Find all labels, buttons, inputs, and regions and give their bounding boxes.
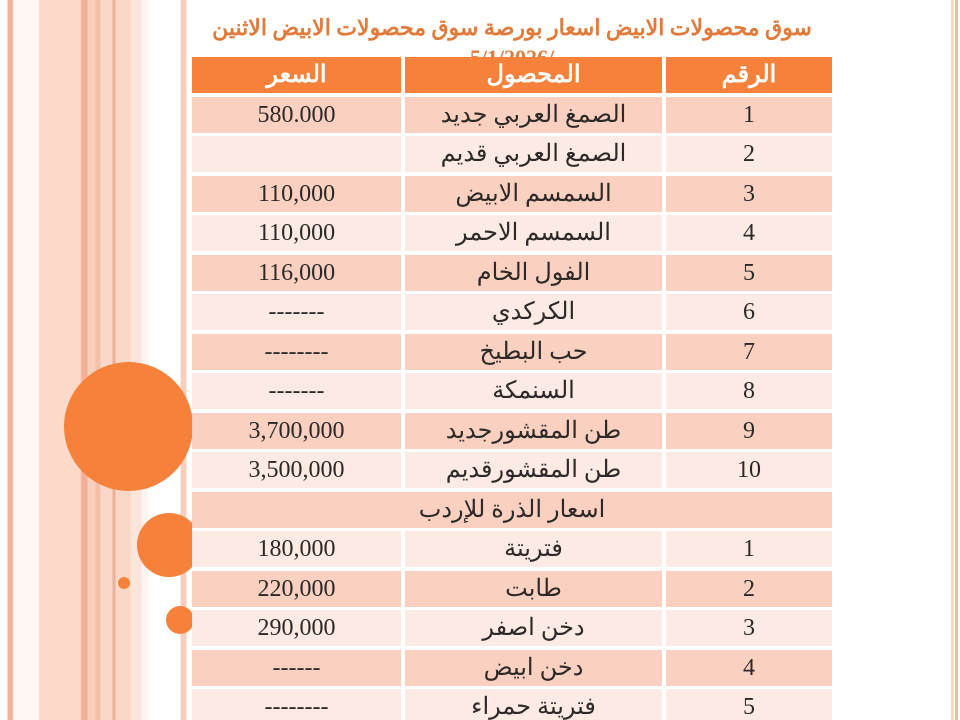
- right-stripe-decoration: [951, 0, 954, 720]
- cell-product: الصمغ العربي قديم: [405, 136, 662, 172]
- cell-number: 1: [666, 531, 832, 567]
- cell-price: 116,000: [192, 254, 401, 291]
- decorative-circle-medium: [137, 513, 201, 577]
- decorative-circle-small: [166, 606, 194, 634]
- cell-price: -------: [192, 373, 401, 409]
- cell-product: طن المقشورجديد: [405, 412, 662, 449]
- cell-product: الكركدي: [405, 294, 662, 330]
- section-header-row: اسعار الذرة للإردب: [192, 491, 832, 528]
- table-row: 1 فتريتة 180,000: [192, 531, 832, 567]
- table-row: 8 السنمكة -------: [192, 373, 832, 409]
- cell-product: فتريتة حمراء: [405, 689, 662, 720]
- cell-number: 3: [666, 610, 832, 646]
- table-row: 5 فتريتة حمراء --------: [192, 689, 832, 720]
- cell-number: 8: [666, 373, 832, 409]
- table-row: 2 الصمغ العربي قديم: [192, 136, 832, 172]
- table-row: 10 طن المقشورقديم 3,500,000: [192, 452, 832, 488]
- table-row: 7 حب البطيخ --------: [192, 333, 832, 370]
- table-row: 4 السمسم الاحمر 110,000: [192, 215, 832, 251]
- cell-product: الصمغ العربي جديد: [405, 96, 662, 133]
- cell-number: 5: [666, 689, 832, 720]
- cell-price: --------: [192, 689, 401, 720]
- cell-product: السمسم الاحمر: [405, 215, 662, 251]
- cell-product: طابت: [405, 570, 662, 607]
- cell-price: -------: [192, 294, 401, 330]
- cell-price: ------: [192, 649, 401, 686]
- cell-product: فتريتة: [405, 531, 662, 567]
- cell-number: 7: [666, 333, 832, 370]
- table-row: 5 الفول الخام 116,000: [192, 254, 832, 291]
- table-row: 3 السمسم الابيض 110,000: [192, 175, 832, 212]
- table-row: 1 الصمغ العربي جديد 580.000: [192, 96, 832, 133]
- table-row: 9 طن المقشورجديد 3,700,000: [192, 412, 832, 449]
- table-row: 2 طابت 220,000: [192, 570, 832, 607]
- table-header-row: الرقم المحصول السعر: [192, 57, 832, 93]
- cell-number: 6: [666, 294, 832, 330]
- cell-number: 9: [666, 412, 832, 449]
- cell-price: 3,500,000: [192, 452, 401, 488]
- cell-number: 4: [666, 649, 832, 686]
- cell-price: 580.000: [192, 96, 401, 133]
- cell-product: دخن ابيض: [405, 649, 662, 686]
- table-row: 6 الكركدي -------: [192, 294, 832, 330]
- right-stripe-decoration-2: [955, 0, 958, 720]
- column-header-product: المحصول: [405, 57, 662, 93]
- cell-price: 110,000: [192, 175, 401, 212]
- decorative-circle-dot: [118, 577, 130, 589]
- price-table: الرقم المحصول السعر 1 الصمغ العربي جديد 58…: [192, 57, 832, 720]
- table-row: 4 دخن ابيض ------: [192, 649, 832, 686]
- cell-price: 180,000: [192, 531, 401, 567]
- left-stripe-decoration: [0, 0, 192, 720]
- cell-number: 2: [666, 570, 832, 607]
- cell-price: --------: [192, 333, 401, 370]
- cell-number: 1: [666, 96, 832, 133]
- cell-price: 110,000: [192, 215, 401, 251]
- cell-product: دخن اصفر: [405, 610, 662, 646]
- section-header-label: اسعار الذرة للإردب: [192, 491, 832, 528]
- decorative-circle-large: [64, 362, 193, 491]
- cell-price: 220,000: [192, 570, 401, 607]
- cell-number: 3: [666, 175, 832, 212]
- page-title: سوق محصولات الابيض اسعار بورصة سوق محصول…: [212, 15, 812, 70]
- cell-product: السنمكة: [405, 373, 662, 409]
- cell-price: 3,700,000: [192, 412, 401, 449]
- cell-number: 4: [666, 215, 832, 251]
- cell-number: 2: [666, 136, 832, 172]
- cell-product: طن المقشورقديم: [405, 452, 662, 488]
- cell-price: [192, 136, 401, 172]
- cell-product: حب البطيخ: [405, 333, 662, 370]
- cell-product: السمسم الابيض: [405, 175, 662, 212]
- cell-number: 10: [666, 452, 832, 488]
- cell-price: 290,000: [192, 610, 401, 646]
- cell-number: 5: [666, 254, 832, 291]
- cell-product: الفول الخام: [405, 254, 662, 291]
- column-header-price: السعر: [192, 57, 401, 93]
- column-header-number: الرقم: [666, 57, 832, 93]
- price-table-body: 1 الصمغ العربي جديد 580.000 2 الصمغ العربي ق…: [192, 96, 832, 720]
- table-row: 3 دخن اصفر 290,000: [192, 610, 832, 646]
